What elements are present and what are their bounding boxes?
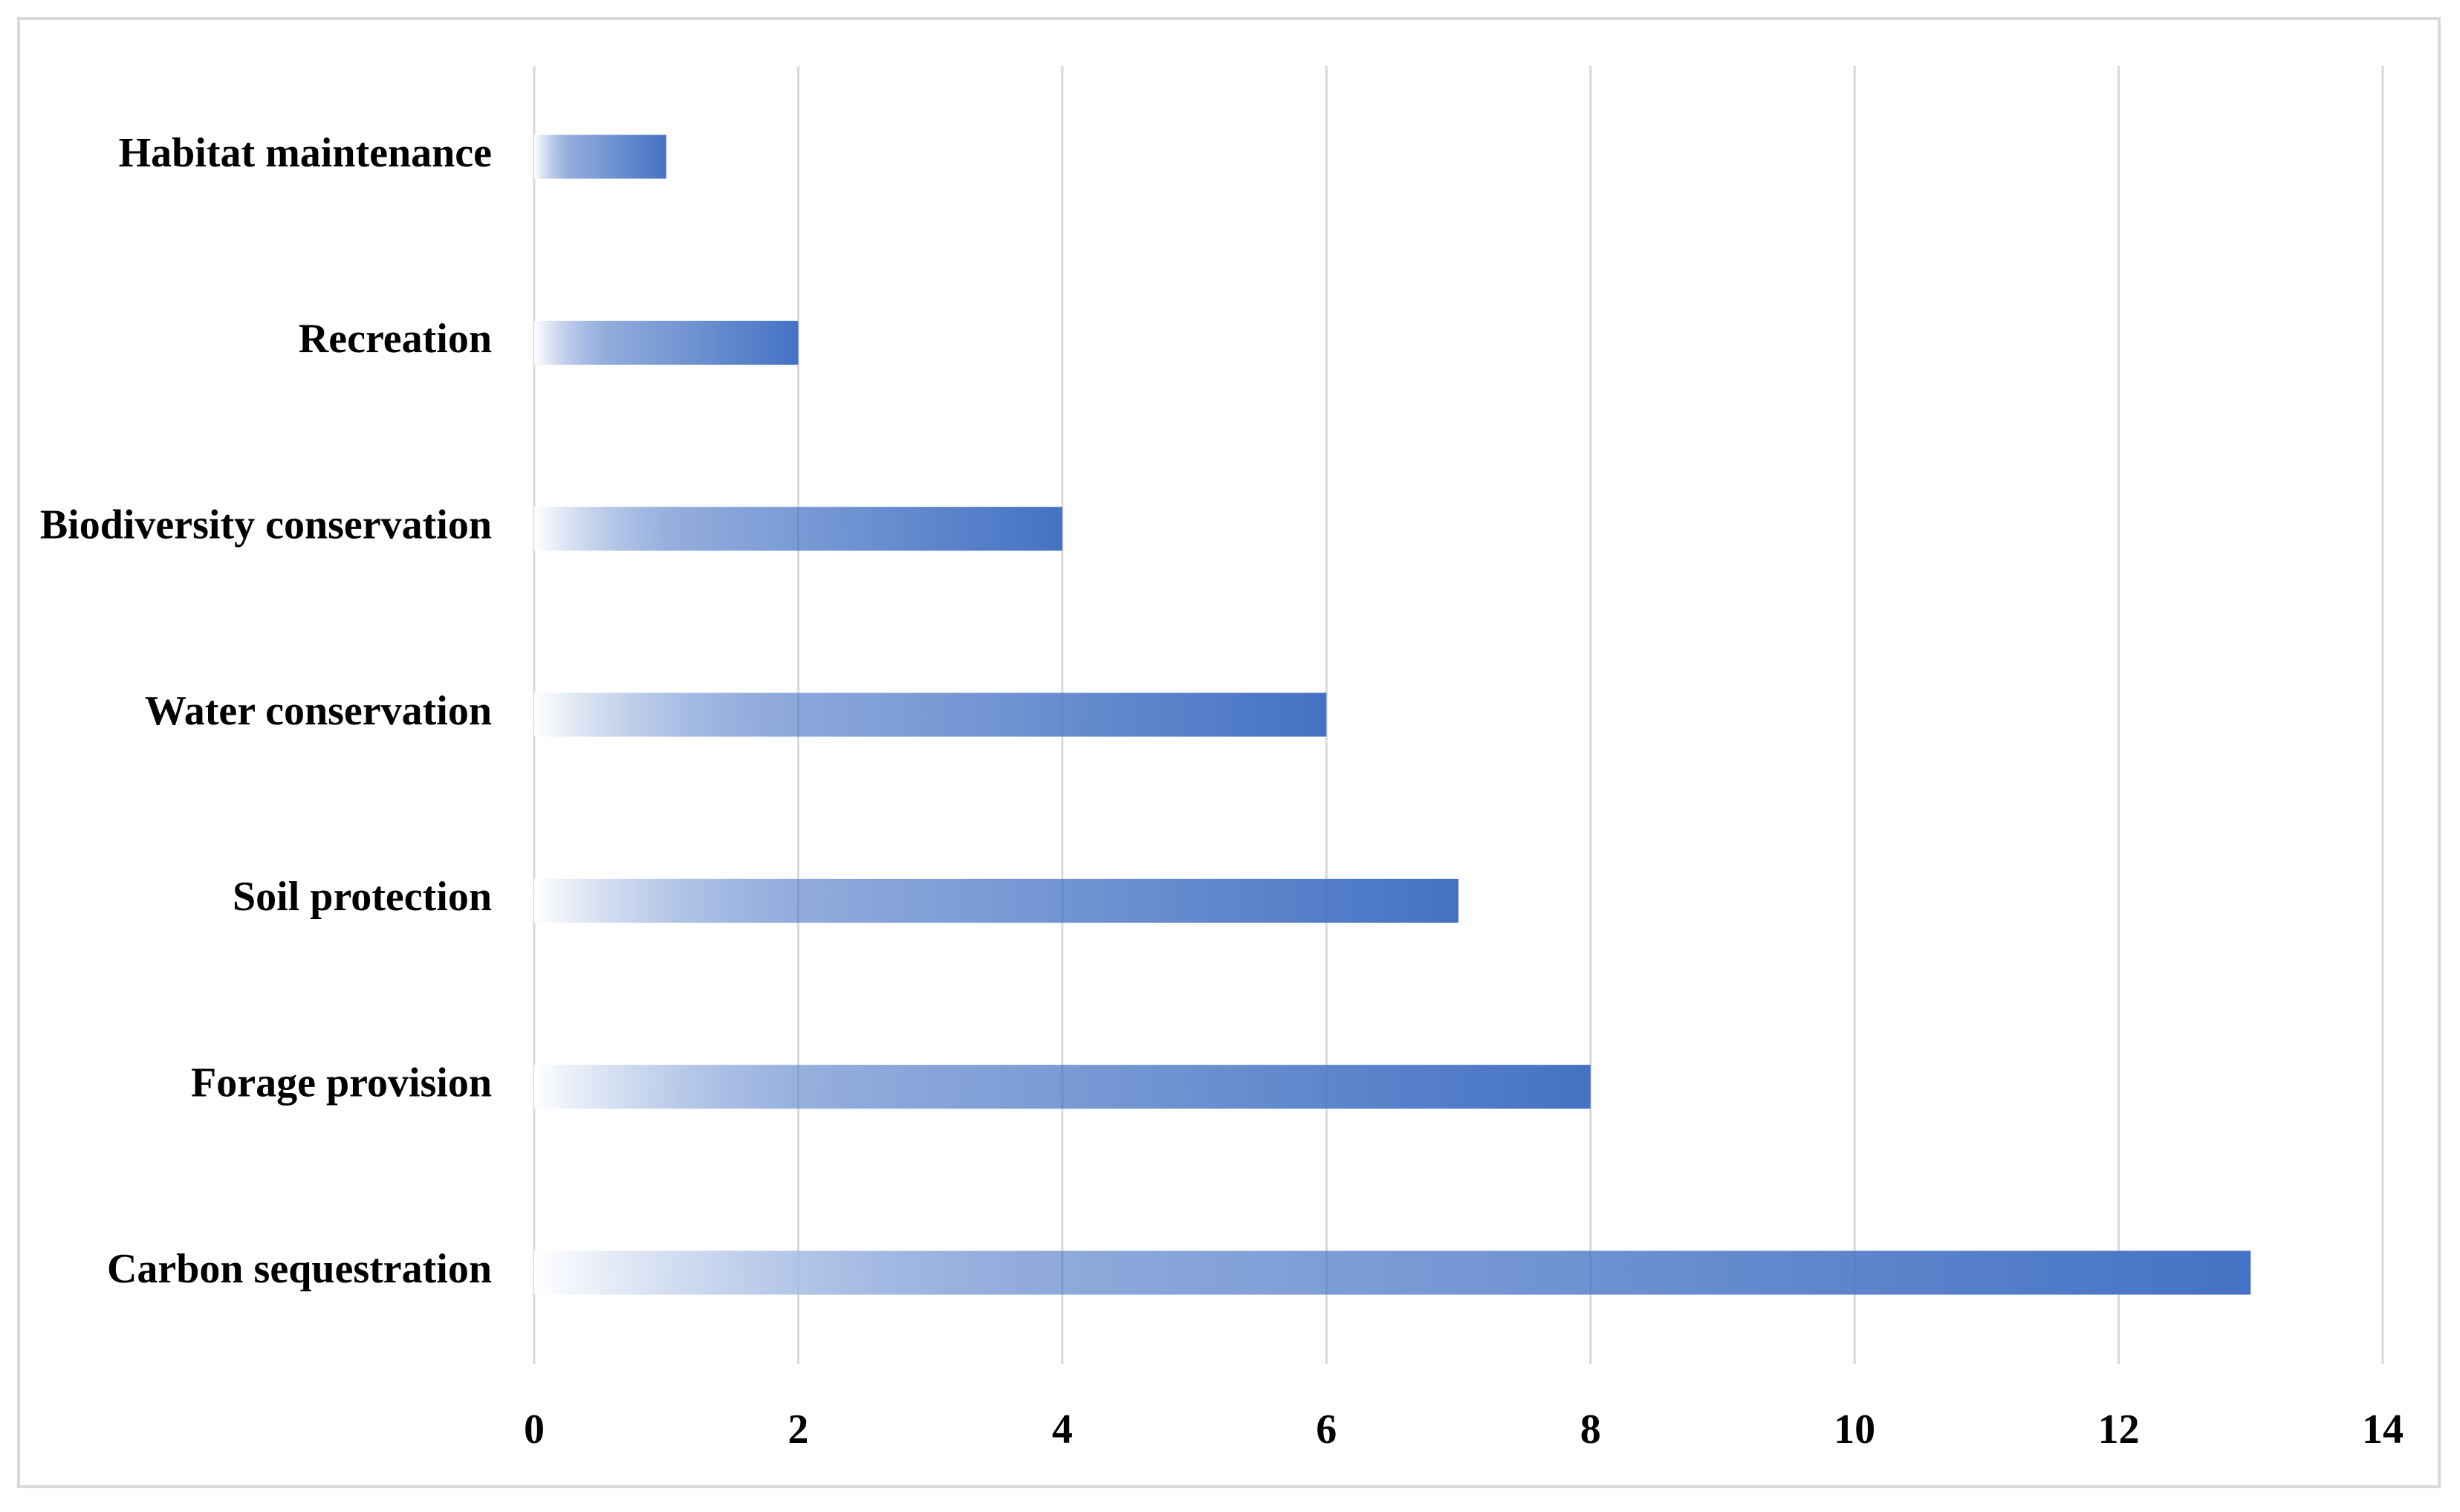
x-tick-label: 8 (1580, 1406, 1601, 1453)
y-tick-label: Habitat maintenance (119, 130, 492, 176)
x-tick-label: 14 (2362, 1406, 2404, 1453)
bar (534, 320, 799, 365)
bar (534, 878, 1458, 923)
x-tick-label: 10 (1834, 1406, 1875, 1453)
x-tick-label: 12 (2098, 1406, 2140, 1453)
x-tick-label: 2 (788, 1406, 808, 1453)
bar (534, 507, 1062, 551)
y-tick-label: Water conservation (145, 688, 492, 734)
bar (534, 692, 1327, 737)
y-tick-label: Soil protection (233, 874, 492, 920)
y-tick-label: Recreation (299, 316, 492, 362)
x-tick-label: 0 (524, 1406, 545, 1453)
y-tick-label: Forage provision (191, 1060, 492, 1106)
y-tick-label: Biodiversity conservation (40, 502, 492, 548)
chart-frame (17, 17, 2441, 1488)
y-tick-label: Carbon sequestration (107, 1246, 492, 1292)
x-tick-label: 6 (1316, 1406, 1337, 1453)
x-tick-label: 4 (1052, 1406, 1073, 1453)
bar (534, 134, 666, 179)
bar (534, 1065, 1591, 1109)
bar (534, 1250, 2251, 1295)
